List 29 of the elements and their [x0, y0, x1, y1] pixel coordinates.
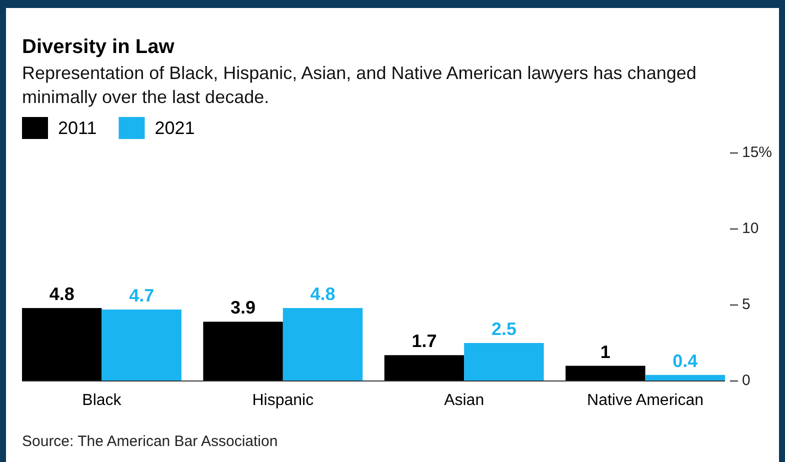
x-tick-label: Native American — [587, 392, 704, 409]
legend-label: 2011 — [58, 118, 97, 138]
x-tick-label: Hispanic — [252, 392, 314, 409]
data-label: 1.7 — [412, 331, 437, 352]
data-label: 4.7 — [129, 286, 154, 306]
data-label: 1 — [600, 342, 610, 362]
data-label: 3.9 — [230, 298, 256, 318]
bar — [645, 374, 725, 381]
y-tick-label: 5 — [742, 296, 750, 313]
bar — [464, 343, 544, 381]
x-tick-label: Black — [82, 392, 122, 409]
bar — [282, 308, 363, 381]
bar — [566, 366, 646, 381]
data-label: 4.8 — [310, 284, 336, 304]
legend-label: 2021 — [154, 118, 195, 138]
chart-subtitle: Representation of Black, Hispanic, Asian, and Native American lawyers has changed minimally over the last decade. — [22, 63, 696, 107]
y-tick-label: 15% — [742, 144, 772, 161]
bar — [203, 322, 283, 381]
x-tick-label: Asian — [444, 392, 484, 409]
y-tick-label: 0 — [742, 372, 750, 389]
bar — [384, 355, 464, 381]
bar — [22, 308, 102, 381]
source-note: Source: The American Bar Association — [22, 433, 278, 450]
bar — [102, 310, 182, 381]
data-label: 4.8 — [49, 284, 74, 304]
data-label: 0.4 — [672, 350, 698, 371]
y-tick-label: 10 — [742, 220, 759, 237]
chart-title: Diversity in Law — [22, 36, 175, 58]
data-label: 2.5 — [491, 319, 516, 339]
